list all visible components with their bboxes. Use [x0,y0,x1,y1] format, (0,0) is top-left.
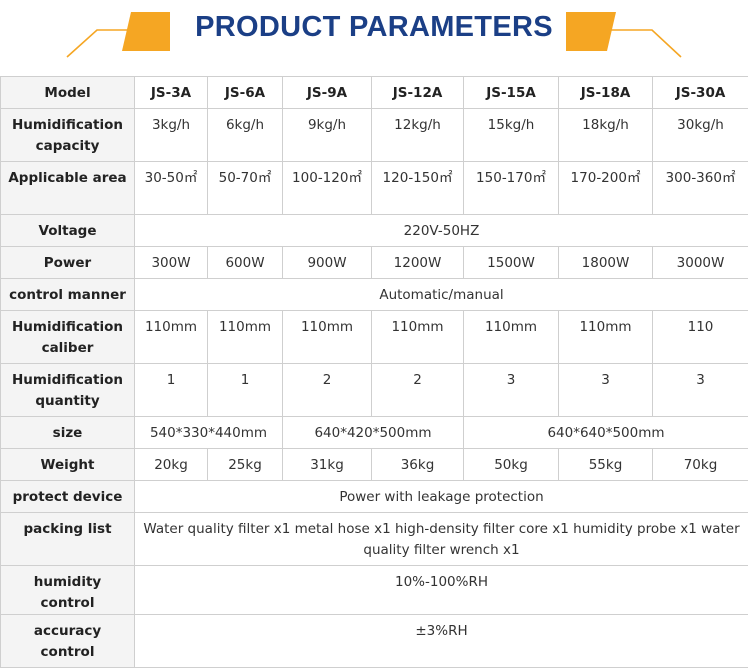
table-cell: 3kg/h [135,109,208,162]
row-label: protect device [1,481,135,513]
table-cell: 6kg/h [208,109,283,162]
table-cell: 150-170㎡ [464,162,559,215]
table-cell: 3 [559,364,653,417]
table-cell: 25kg [208,449,283,481]
table-cell: 640*420*500mm [283,417,464,449]
row-label: Humidification caliber [1,311,135,364]
table-row: humidity control 10%-100%RH [1,566,748,615]
model-cell: JS-18A [559,77,653,109]
table-row: Power 300W 600W 900W 1200W 1500W 1800W 3… [1,247,748,279]
table-cell: 20kg [135,449,208,481]
table-cell: 1500W [464,247,559,279]
table-cell: 50-70㎡ [208,162,283,215]
table-cell: 110mm [283,311,372,364]
table-cell: 640*640*500mm [464,417,748,449]
table-row: Weight 20kg 25kg 31kg 36kg 50kg 55kg 70k… [1,449,748,481]
table-cell: 900W [283,247,372,279]
table-cell: 110mm [372,311,464,364]
table-cell: 1200W [372,247,464,279]
table-cell: 9kg/h [283,109,372,162]
table-cell: 50kg [464,449,559,481]
table-row: protect device Power with leakage protec… [1,481,748,513]
table-cell: 110mm [559,311,653,364]
table-cell: 18kg/h [559,109,653,162]
model-cell: JS-3A [135,77,208,109]
table-cell: 110mm [135,311,208,364]
table-cell: 31kg [283,449,372,481]
table-cell: 1 [208,364,283,417]
table-cell: 2 [372,364,464,417]
title-banner: PRODUCT PARAMETERS [0,0,748,64]
table-cell: Automatic/manual [135,279,748,311]
table-cell: 300W [135,247,208,279]
row-label: packing list [1,513,135,566]
model-cell: JS-30A [653,77,748,109]
table-cell: 110mm [464,311,559,364]
table-cell: 70kg [653,449,748,481]
row-label: humidity control [1,566,135,615]
table-row: Humidification capacity 3kg/h 6kg/h 9kg/… [1,109,748,162]
table-cell: 600W [208,247,283,279]
table-cell: 170-200㎡ [559,162,653,215]
header-label: Model [1,77,135,109]
row-label: size [1,417,135,449]
table-row: Humidification caliber 110mm 110mm 110mm… [1,311,748,364]
table-row: Voltage 220V-50HZ [1,215,748,247]
row-label: Applicable area [1,162,135,215]
table-cell: 30kg/h [653,109,748,162]
row-label: Weight [1,449,135,481]
model-cell: JS-6A [208,77,283,109]
table-cell: 1 [135,364,208,417]
table-cell: 10%-100%RH [135,566,748,615]
table-cell: 300-360㎡ [653,162,748,215]
table-header-row: Model JS-3A JS-6A JS-9A JS-12A JS-15A JS… [1,77,748,109]
table-row: size 540*330*440mm 640*420*500mm 640*640… [1,417,748,449]
model-cell: JS-15A [464,77,559,109]
table-cell: 15kg/h [464,109,559,162]
table-cell: 2 [283,364,372,417]
table-row: control manner Automatic/manual [1,279,748,311]
table-cell: 3 [464,364,559,417]
model-cell: JS-12A [372,77,464,109]
table-row: packing list Water quality filter x1 met… [1,513,748,566]
table-row: Humidification quantity 1 1 2 2 3 3 3 [1,364,748,417]
table-cell: Water quality filter x1 metal hose x1 hi… [135,513,748,566]
row-label: Humidification capacity [1,109,135,162]
table-row: Applicable area 30-50㎡ 50-70㎡ 100-120㎡ 1… [1,162,748,215]
page-title: PRODUCT PARAMETERS [0,11,748,44]
table-cell: Power with leakage protection [135,481,748,513]
table-cell: 110mm [208,311,283,364]
table-cell: 3 [653,364,748,417]
table-cell: 30-50㎡ [135,162,208,215]
table-cell: 100-120㎡ [283,162,372,215]
table-cell: 220V-50HZ [135,215,748,247]
table-cell: 1800W [559,247,653,279]
table-cell: 3000W [653,247,748,279]
table-cell: 36kg [372,449,464,481]
table-cell: 12kg/h [372,109,464,162]
row-label: Voltage [1,215,135,247]
parameters-table: Model JS-3A JS-6A JS-9A JS-12A JS-15A JS… [0,76,748,668]
row-label: control manner [1,279,135,311]
row-label: Power [1,247,135,279]
table-cell: 110 [653,311,748,364]
table-cell: 540*330*440mm [135,417,283,449]
model-cell: JS-9A [283,77,372,109]
table-cell: 120-150㎡ [372,162,464,215]
row-label: Humidification quantity [1,364,135,417]
table-cell: 55kg [559,449,653,481]
